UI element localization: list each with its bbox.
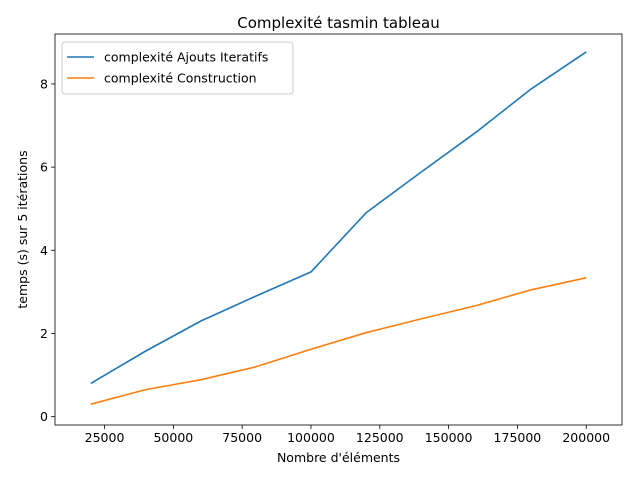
plot-frame (54, 33, 623, 426)
y-tick-label: 4 (40, 243, 48, 258)
x-tick-label: 175000 (494, 430, 542, 445)
x-tick-label: 200000 (562, 430, 610, 445)
legend-label-2: complexité Construction (104, 71, 257, 86)
x-tick-label: 150000 (425, 430, 473, 445)
legend-label-1: complexité Ajouts Iteratifs (104, 50, 268, 65)
series-line-1 (90, 51, 587, 385)
x-tick-label: 125000 (356, 430, 404, 445)
chart-title: Complexité tasmin tableau (237, 14, 439, 32)
series-line-2 (90, 277, 587, 405)
y-tick-label: 2 (40, 326, 48, 341)
y-tick-label: 6 (40, 160, 48, 175)
x-axis: 25000 50000 75000 100000 125000 150000 175000 2… (85, 425, 610, 445)
x-axis-label: Nombre d'éléments (277, 450, 400, 465)
y-tick-label: 8 (40, 76, 48, 91)
legend-box (61, 41, 294, 95)
x-tick-label: 50000 (153, 430, 193, 445)
x-tick-label: 75000 (222, 430, 262, 445)
x-tick-label: 100000 (287, 430, 335, 445)
y-tick-label: 0 (40, 409, 48, 424)
y-axis: 0 2 4 6 8 (40, 76, 55, 424)
y-axis-label: temps (s) sur 5 itérations (15, 150, 30, 308)
x-tick-label: 25000 (85, 430, 125, 445)
plot-marks (90, 51, 587, 405)
legend: complexité Ajouts Iteratifs complexité Co… (61, 41, 294, 95)
